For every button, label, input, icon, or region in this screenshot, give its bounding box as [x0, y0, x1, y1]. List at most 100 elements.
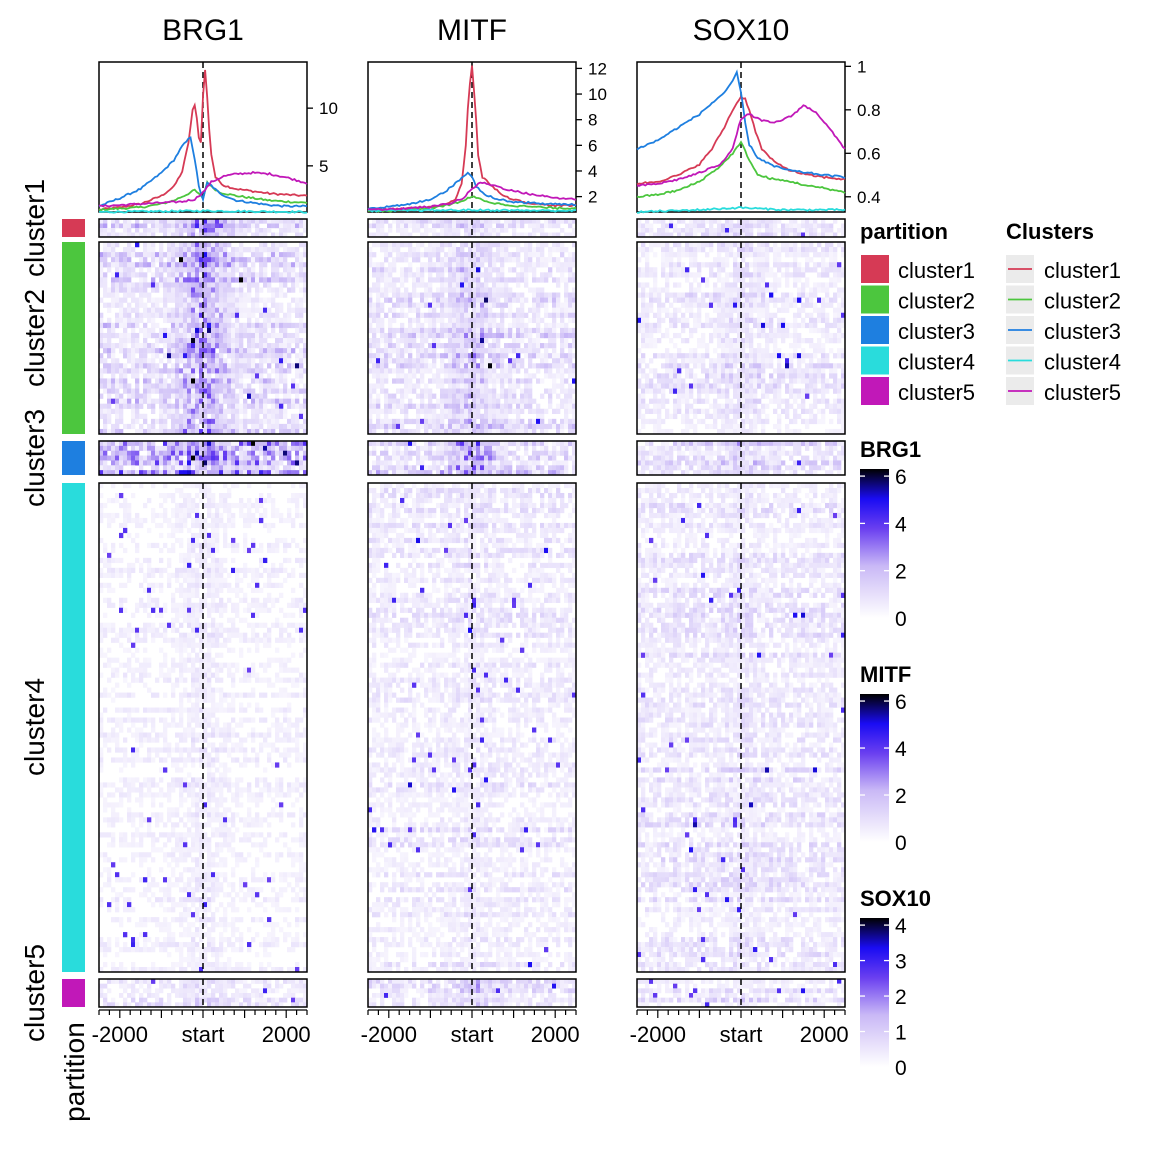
- heat-cell: [203, 378, 208, 384]
- heat-cell: [151, 692, 156, 698]
- heat-cell: [215, 632, 220, 638]
- heat-cell: [263, 368, 268, 374]
- heat-cell: [211, 707, 216, 713]
- heat-cell: [279, 368, 284, 374]
- heat-cell: [219, 817, 224, 823]
- heat-cell: [171, 373, 176, 379]
- heat-cell: [171, 692, 176, 698]
- heat-cell: [187, 292, 192, 298]
- heat-cell: [235, 742, 240, 748]
- heat-cell: [215, 219, 220, 224]
- heat-cell: [215, 353, 220, 359]
- heat-cell: [191, 383, 196, 389]
- heat-cell: [247, 822, 252, 828]
- heat-cell: [151, 707, 156, 713]
- heat-cell: [275, 787, 280, 793]
- heat-cell: [119, 632, 124, 638]
- heat-cell: [103, 983, 108, 989]
- heat-cell: [119, 465, 124, 471]
- heat-cell: [243, 363, 248, 369]
- heat-cell: [259, 450, 264, 456]
- heat-cell: [255, 363, 260, 369]
- heat-cell: [191, 637, 196, 643]
- heat-cell: [199, 792, 204, 798]
- heat-cell: [199, 682, 204, 688]
- heat-cell: [151, 717, 156, 723]
- heat-cell: [215, 637, 220, 643]
- heat-cell: [195, 455, 200, 461]
- heat-cell: [279, 887, 284, 893]
- heat-cell: [115, 557, 120, 564]
- heat-cell: [167, 672, 172, 678]
- heat-cell: [271, 622, 276, 628]
- heat-cell: [287, 223, 292, 229]
- heat-cell: [183, 762, 188, 768]
- heat-cell: [167, 393, 172, 399]
- heat-cell: [163, 892, 168, 898]
- heat-cell: [299, 877, 304, 883]
- heat-cell: [155, 847, 160, 853]
- heat-cell: [179, 287, 184, 293]
- heat-cell: [267, 460, 272, 466]
- heat-cell: [139, 782, 144, 788]
- heat-cell: [211, 597, 216, 603]
- heat-cell: [263, 465, 268, 471]
- heat-cell: [243, 632, 248, 638]
- heat-cell: [227, 297, 232, 303]
- heat-cell: [271, 932, 276, 938]
- heat-cell: [227, 441, 232, 447]
- heat-cell: [203, 552, 208, 559]
- heat-cell: [119, 627, 124, 633]
- heat-cell: [303, 272, 308, 278]
- heat-cell: [283, 997, 288, 1003]
- heat-cell: [215, 512, 220, 519]
- heat-cell: [243, 465, 248, 471]
- heat-cell: [191, 450, 196, 456]
- heat-cell: [235, 917, 240, 923]
- heat-cell: [147, 317, 152, 324]
- heat-cell: [215, 687, 220, 693]
- heat-cell: [171, 242, 176, 248]
- heat-cell: [179, 993, 184, 998]
- heat-cell: [183, 842, 188, 848]
- heat-cell: [111, 348, 116, 354]
- heat-cell: [115, 672, 120, 678]
- heat-cell: [243, 383, 248, 389]
- heat-cell: [223, 857, 228, 863]
- heat-cell: [207, 552, 212, 559]
- heat-cell: [255, 257, 260, 263]
- heat-cell: [295, 252, 300, 258]
- heat-cell: [191, 262, 196, 268]
- heat-cell: [243, 445, 248, 451]
- heat-cell: [187, 408, 192, 414]
- heat-cell: [131, 353, 136, 359]
- heat-cell: [147, 612, 152, 618]
- heat-cell: [227, 383, 232, 389]
- heat-cell: [303, 502, 308, 509]
- heat-cell: [115, 460, 120, 466]
- heat-cell: [219, 502, 224, 509]
- heat-cell: [271, 762, 276, 768]
- heat-cell: [299, 852, 304, 858]
- heat-cell: [235, 862, 240, 868]
- heat-cell: [243, 983, 248, 989]
- heat-cell: [255, 732, 260, 738]
- heat-cell: [275, 292, 280, 298]
- heat-cell: [151, 737, 156, 743]
- heat-cell: [163, 383, 168, 389]
- heat-cell: [279, 262, 284, 268]
- heat-cell: [223, 662, 228, 668]
- heat-cell: [211, 922, 216, 928]
- heat-cell: [291, 782, 296, 788]
- heat-cell: [243, 502, 248, 509]
- heat-cell: [103, 242, 108, 248]
- heat-cell: [183, 353, 188, 359]
- heat-cell: [143, 383, 148, 389]
- heat-cell: [219, 368, 224, 374]
- heat-cell: [187, 247, 192, 253]
- heat-cell: [163, 292, 168, 298]
- heat-cell: [191, 327, 196, 334]
- heat-cell: [123, 373, 128, 379]
- heat-cell: [127, 787, 132, 793]
- heat-cell: [243, 398, 248, 404]
